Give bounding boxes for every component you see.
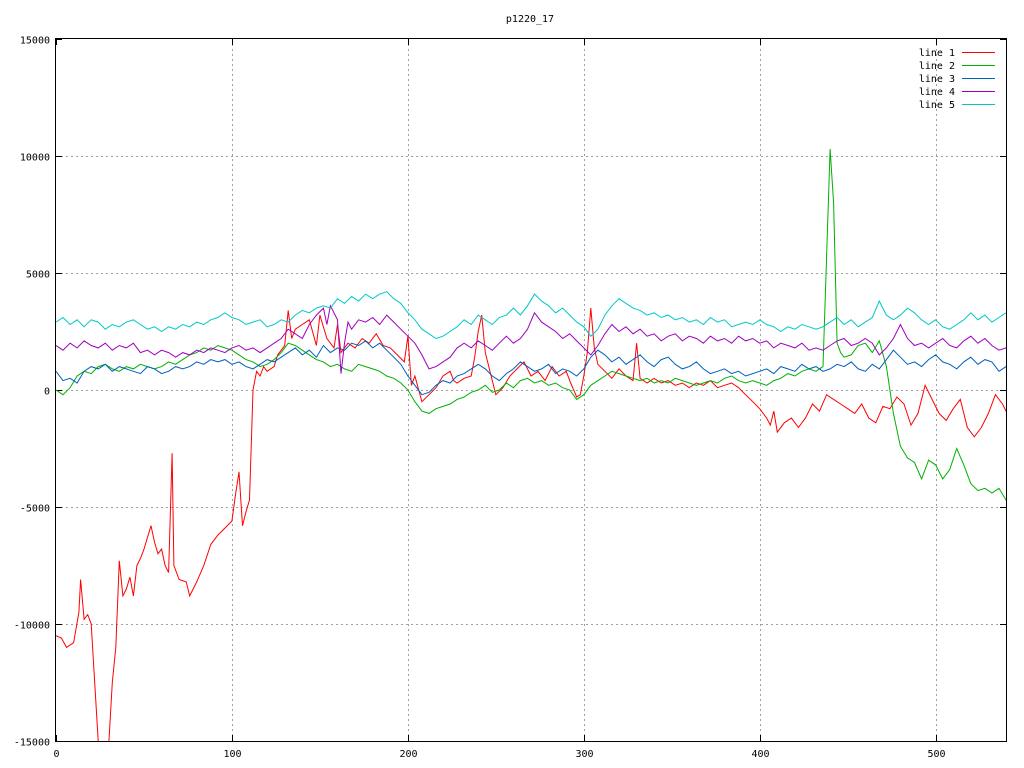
x-tick-label: 0 (53, 749, 59, 760)
y-tick-label: 10000 (20, 153, 50, 164)
grid-lines (56, 39, 1006, 741)
y-tick-label: 15000 (20, 36, 50, 47)
legend-label: line 3 (919, 74, 955, 85)
plot-frame (55, 38, 1007, 742)
y-tick-label: -5000 (20, 504, 50, 515)
legend-label: line 2 (919, 61, 955, 72)
y-tick-label: 5000 (26, 270, 50, 281)
series-line-5 (56, 291, 1006, 340)
x-tick-label: 500 (927, 749, 945, 760)
series-line-1 (56, 308, 1006, 741)
x-tick-label: 100 (223, 749, 241, 760)
chart-title: p1220_17 (506, 14, 554, 25)
x-tick-label: 200 (399, 749, 417, 760)
x-tick-label: 300 (575, 749, 593, 760)
legend-label: line 1 (919, 48, 955, 59)
x-tick-label: 400 (751, 749, 769, 760)
axis-ticks: -15000 -10000 -5000 0 5000 10000 15000 0 100 200 3… (14, 36, 1006, 760)
series-line-2 (56, 148, 1006, 501)
legend-label: line 5 (919, 100, 955, 111)
y-tick-label: -10000 (14, 621, 50, 632)
y-tick-label: -15000 (14, 738, 50, 749)
legend: line 1 line 2 line 3 line 4 line 5 (919, 48, 995, 111)
series-line-4 (56, 304, 1006, 374)
y-tick-label: 0 (44, 387, 50, 398)
series-lines (56, 148, 1006, 741)
legend-label: line 4 (919, 87, 955, 98)
series-line-3 (56, 340, 1006, 396)
